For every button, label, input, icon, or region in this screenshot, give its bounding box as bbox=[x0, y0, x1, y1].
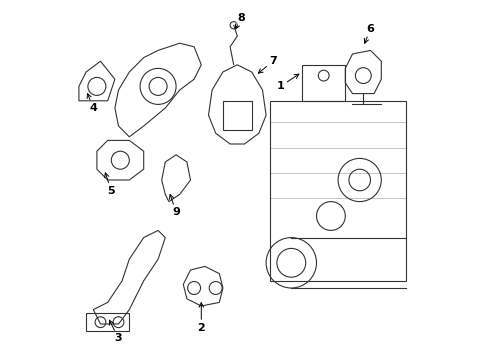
Text: 3: 3 bbox=[109, 320, 122, 343]
Text: 5: 5 bbox=[104, 173, 115, 196]
Text: 6: 6 bbox=[364, 24, 374, 43]
Text: 9: 9 bbox=[169, 194, 180, 217]
Text: 8: 8 bbox=[235, 13, 244, 29]
Text: 4: 4 bbox=[87, 94, 97, 113]
Text: 2: 2 bbox=[197, 303, 205, 333]
Text: 7: 7 bbox=[258, 56, 277, 73]
Text: 1: 1 bbox=[276, 74, 298, 91]
